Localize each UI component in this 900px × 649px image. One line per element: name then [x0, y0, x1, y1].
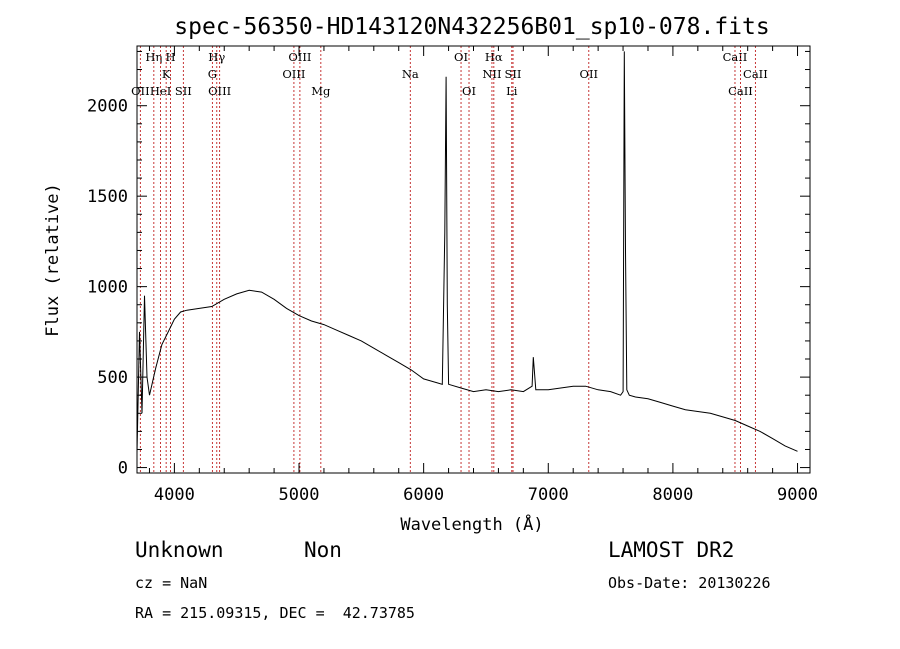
spectral-line-label: SII: [505, 67, 522, 81]
x-tick-label: 9000: [777, 485, 818, 505]
redshift-cz: cz = NaN: [135, 574, 208, 592]
spectral-line-label: OI: [462, 84, 476, 98]
y-tick-label: 1000: [87, 278, 128, 298]
object-class: Unknown: [135, 538, 224, 562]
spectral-line-label: H: [166, 50, 176, 64]
spectral-line-label: CaII: [743, 67, 768, 81]
spectral-line-label: NII: [482, 67, 501, 81]
y-tick-label: 1500: [87, 187, 128, 207]
x-tick-label: 5000: [279, 485, 320, 505]
spectral-line-label: CaII: [728, 84, 753, 98]
spectral-line-label: K: [162, 67, 171, 81]
y-axis-label: Flux (relative): [43, 183, 63, 337]
x-axis-label: Wavelength (Å): [400, 513, 543, 535]
spectral-line-label: OII: [131, 84, 150, 98]
spectral-line-label: Hγ: [208, 50, 225, 64]
spectral-line-label: Hα: [485, 50, 503, 64]
spectral-line-label: OIII: [288, 50, 311, 64]
spectral-line-label: Mg: [311, 84, 331, 98]
observation-date: Obs-Date: 20130226: [608, 574, 771, 592]
spectral-line-label: OIII: [282, 67, 305, 81]
x-tick-label: 4000: [154, 485, 195, 505]
y-tick-label: 500: [97, 368, 128, 388]
spectral-line-label: Hη: [145, 50, 162, 64]
spectral-line-label: Li: [506, 84, 518, 98]
y-tick-label: 2000: [87, 97, 128, 117]
spectral-line-label: HeI: [150, 84, 171, 98]
x-tick-label: 8000: [652, 485, 693, 505]
x-tick-label: 6000: [403, 485, 444, 505]
chart-title: spec-56350-HD143120N432256B01_sp10-078.f…: [174, 14, 769, 40]
spectral-line-label: OII: [580, 67, 599, 81]
spectral-line-label: Na: [402, 67, 419, 81]
coordinates: RA = 215.09315, DEC = 42.73785: [135, 604, 415, 622]
object-subclass: Non: [304, 538, 342, 562]
x-tick-label: 7000: [528, 485, 569, 505]
survey-name: LAMOST DR2: [608, 538, 735, 562]
spectral-line-label: CaII: [723, 50, 748, 64]
spectral-line-label: G: [208, 67, 217, 81]
plot-area: OII Hη HeI KH SII Hγ G OIII OIII OIII Mg Na OI OI Hα NI…: [87, 45, 818, 505]
spectral-line-label: OI: [454, 50, 468, 64]
spectrum-series-line: [136, 51, 798, 454]
spectral-line-label: SII: [175, 84, 192, 98]
spectral-line-label: OIII: [208, 84, 231, 98]
plot-frame: [136, 45, 811, 474]
y-tick-label: 0: [118, 459, 128, 479]
